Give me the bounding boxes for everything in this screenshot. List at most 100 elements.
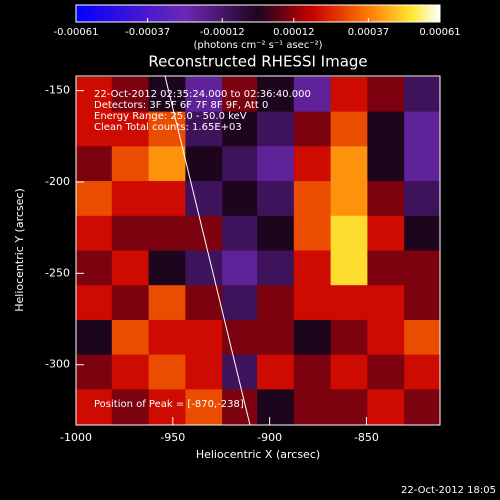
colorbar-segment (176, 5, 180, 22)
image-cell (222, 146, 260, 182)
image-cell (185, 250, 223, 286)
annotation: Detectors: 3F 5F 6F 7F 8F 9F, Att 0 (94, 100, 268, 111)
colorbar-segment (258, 5, 262, 22)
image-cell (111, 76, 150, 113)
image-cell (257, 285, 295, 321)
image-cell (185, 146, 223, 182)
image-cell (330, 250, 368, 286)
colorbar-segment (394, 5, 399, 22)
image-cell (293, 285, 332, 321)
image-cell (257, 181, 295, 217)
image-cell (404, 215, 440, 251)
colorbar-segment (421, 5, 426, 22)
colorbar-segment (173, 5, 177, 22)
image-cell (367, 181, 405, 217)
colorbar-segment (339, 5, 344, 22)
colorbar-segment (109, 5, 113, 22)
colorbar-segment (345, 5, 350, 22)
colorbar-segment (370, 5, 374, 22)
colorbar-segment (121, 5, 126, 22)
colorbar-segment (242, 5, 247, 22)
image-cell (293, 181, 332, 217)
image-cell (185, 354, 223, 390)
image-cell (330, 181, 368, 217)
image-cell (111, 181, 150, 217)
colorbar-segment (406, 5, 411, 22)
colorbar-segment (379, 5, 383, 22)
image-cell (148, 285, 186, 321)
image-cell (222, 250, 260, 286)
image-cell (111, 250, 150, 286)
image-cell (257, 76, 295, 113)
colorbar-segment (94, 5, 98, 22)
colorbar-segment (306, 5, 311, 22)
colorbar-segment (148, 5, 153, 22)
image-cell (257, 319, 295, 356)
peak-label: Position of Peak = [-870,-238] (94, 399, 244, 410)
colorbar-segment (245, 5, 250, 22)
colorbar-segment (212, 5, 217, 22)
image-cell (367, 354, 405, 390)
chart-title: Reconstructed RHESSI Image (148, 53, 367, 71)
y-tick-label: -150 (45, 84, 70, 97)
colorbar-segment (273, 5, 277, 22)
annotation: Energy Range: 25.0 - 50.0 keV (94, 111, 247, 122)
image-cell (222, 215, 260, 251)
colorbar-segment (279, 5, 283, 22)
colorbar-segment (145, 5, 150, 22)
image-cell (293, 146, 332, 182)
colorbar-segment (79, 5, 83, 22)
image-cell (404, 76, 440, 113)
image-cell (111, 285, 150, 321)
image-cell (404, 319, 440, 356)
colorbar-segment (361, 5, 365, 22)
image-cell (76, 181, 113, 217)
image-cell (330, 146, 368, 182)
colorbar-tick-label: -0.00061 (54, 27, 99, 38)
colorbar-segment (209, 5, 213, 22)
image-cell (111, 215, 150, 251)
colorbar-segment (227, 5, 232, 22)
colorbar-segment (151, 5, 156, 22)
image-cell (293, 354, 332, 390)
image-cell (111, 354, 150, 390)
colorbar-segment (321, 5, 326, 22)
x-axis-label: Heliocentric X (arcsec) (196, 448, 320, 461)
colorbar-segment (106, 5, 110, 22)
image-cell (222, 111, 260, 147)
colorbar-segment (409, 5, 414, 22)
colorbar-segment (330, 5, 335, 22)
image-cell (293, 215, 332, 251)
x-tick-label: -1000 (60, 431, 92, 444)
colorbar-segment (130, 5, 135, 22)
colorbar-segment (200, 5, 204, 22)
colorbar-segment (285, 5, 289, 22)
image-cell (404, 285, 440, 321)
image-cell (76, 389, 113, 425)
colorbar-segment (336, 5, 341, 22)
colorbar-segment (103, 5, 107, 22)
y-tick-label: -200 (45, 175, 70, 188)
colorbar-tick-label: -0.00012 (200, 27, 245, 38)
colorbar-segment (318, 5, 323, 22)
image-cell (404, 389, 440, 425)
image-cell (367, 215, 405, 251)
colorbar-segment (127, 5, 132, 22)
image-cell (367, 389, 405, 425)
image-cell (293, 319, 332, 356)
colorbar-segment (294, 5, 298, 22)
colorbar-segment (236, 5, 241, 22)
colorbar-segment (352, 5, 356, 22)
image-cell (111, 111, 150, 147)
colorbar-segment (182, 5, 186, 22)
annotation: Clean Total counts: 1.65E+03 (94, 122, 242, 133)
colorbar-segment (424, 5, 429, 22)
colorbar-tick-label: -0.00037 (125, 27, 170, 38)
colorbar-tick-label: 0.00061 (419, 27, 460, 38)
image-cell (222, 389, 260, 425)
x-tick-label: -950 (160, 431, 185, 444)
image-cell (76, 215, 113, 251)
colorbar-segment (388, 5, 392, 22)
image (76, 76, 440, 425)
image-cell (148, 76, 186, 113)
